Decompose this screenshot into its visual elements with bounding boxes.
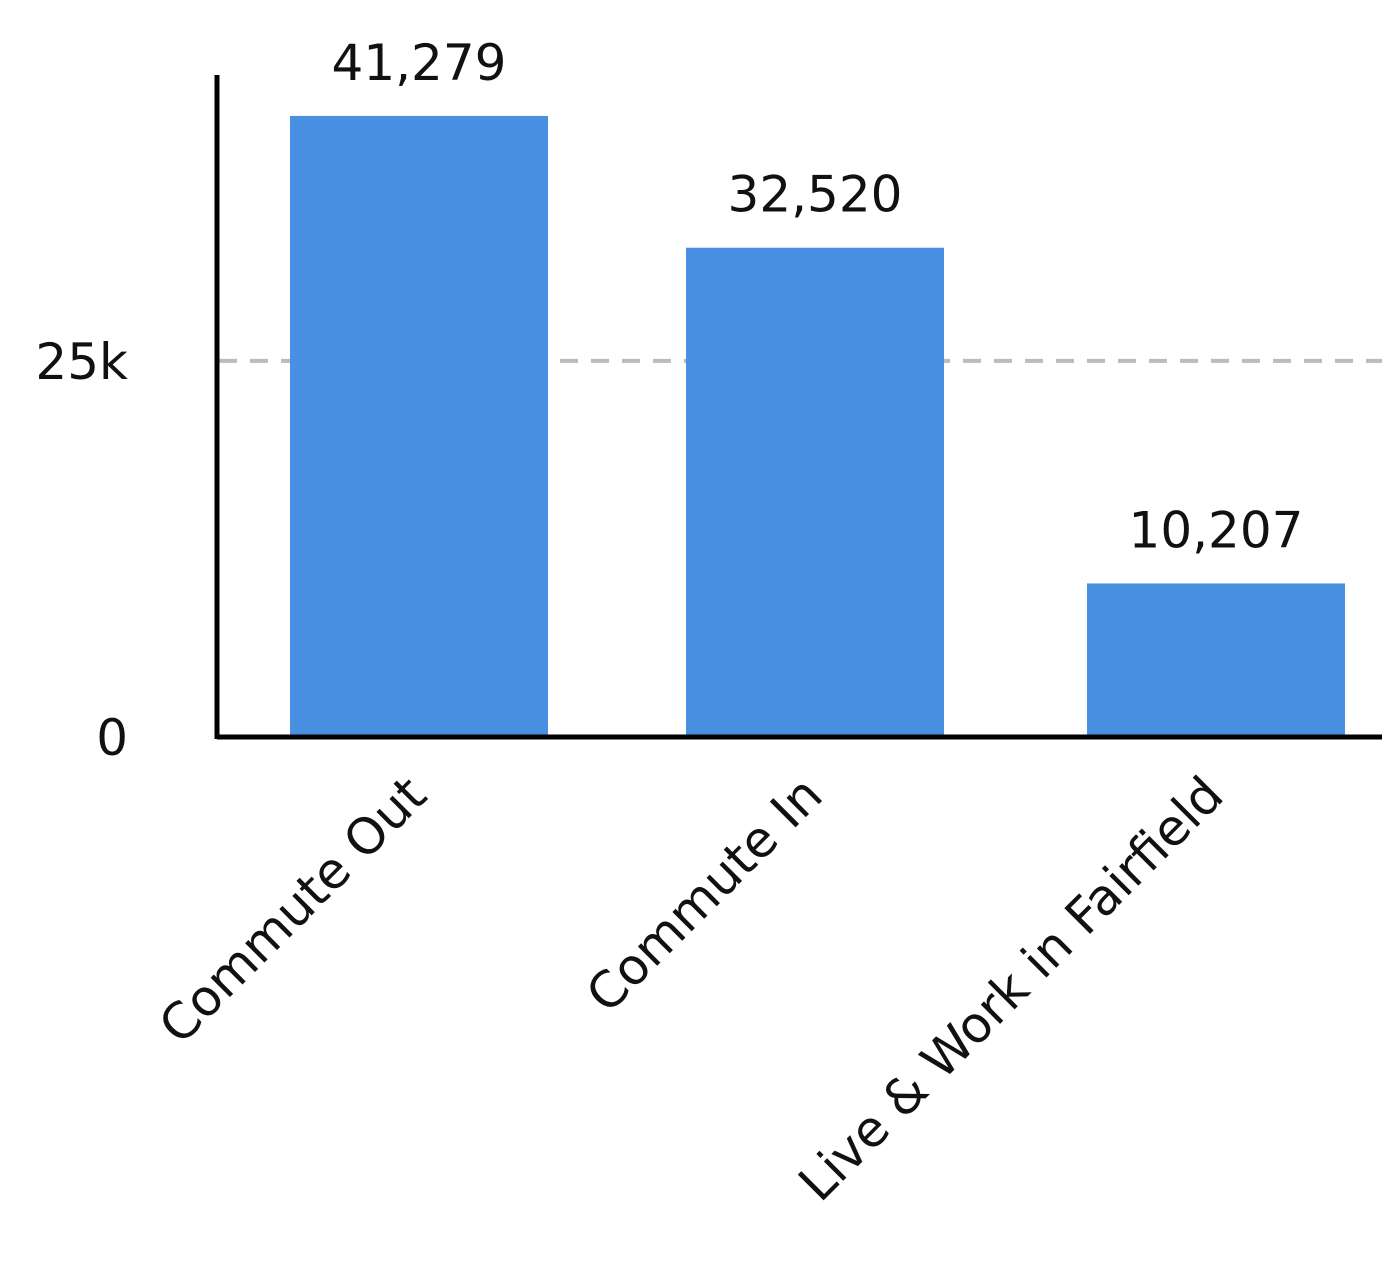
x-category-label: Live & Work in Fairfield: [788, 765, 1235, 1212]
y-tick-label: 0: [96, 709, 128, 767]
bar-value-label: 41,279: [332, 34, 507, 92]
x-category-label: Commute In: [575, 765, 833, 1023]
bar-1: [686, 247, 944, 738]
bar-value-label: 32,520: [728, 166, 903, 224]
bar-0: [290, 115, 548, 738]
bar-value-label: 10,207: [1129, 501, 1304, 559]
y-tick-label: 25k: [35, 333, 128, 391]
bar-2: [1087, 583, 1345, 737]
bars-layer: [290, 115, 1345, 738]
axis-layer: [214, 75, 1382, 740]
x-category-label: Commute Out: [148, 765, 438, 1055]
